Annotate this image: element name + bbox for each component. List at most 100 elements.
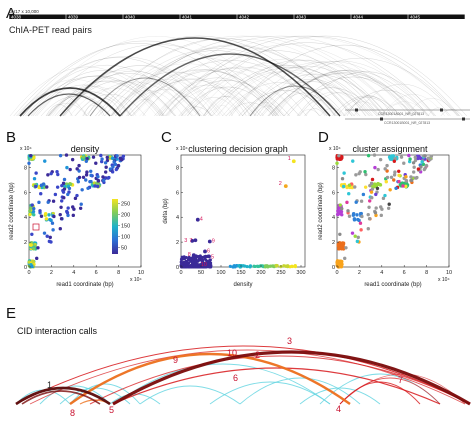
- scatter-point: [72, 207, 76, 211]
- read-pair-arc: [83, 103, 105, 117]
- read-pair-arc: [110, 90, 184, 117]
- read-pair-arc: [62, 80, 177, 117]
- scatter-point: [397, 173, 401, 178]
- scatter-point: [89, 169, 93, 173]
- scatter-point: [409, 178, 414, 183]
- scatter-point: [375, 186, 380, 191]
- x-tick-label: 2: [358, 270, 361, 276]
- scatter-point: [61, 190, 66, 194]
- read-pair-arc: [225, 62, 415, 117]
- scatter-point: [106, 176, 110, 180]
- cid-arc-labels: 1 2 3 4 5 6 7 8 9 10: [47, 336, 403, 418]
- track-tick-label: 4044: [353, 14, 364, 19]
- read-pair-arc: [167, 44, 410, 117]
- read-pair-arc: [253, 105, 282, 117]
- scatter-point: [64, 153, 69, 157]
- scatter-point: [89, 179, 93, 184]
- cluster-center-label: 7: [189, 238, 192, 244]
- scatter-point: [397, 169, 401, 173]
- scatter-point: [386, 206, 391, 210]
- cid-arc: [29, 349, 466, 405]
- colorbar-tick-label: 100: [121, 234, 130, 240]
- read-pair-arc: [261, 58, 460, 117]
- x-tick-label: 10: [446, 270, 452, 276]
- y-tick-label: 2: [176, 240, 179, 246]
- scatter-point: [343, 256, 347, 261]
- read-pair-arc: [212, 59, 388, 117]
- scatter-point: [366, 153, 371, 158]
- read-pair-arc: [225, 102, 275, 117]
- scatter-point: [49, 171, 53, 176]
- read-pair-arc: [17, 40, 274, 117]
- scatter-point: [65, 211, 70, 215]
- read-pair-arc: [304, 108, 326, 117]
- scatter-point: [339, 259, 343, 264]
- gene-label-1: CCR13001A001_NR_027813: [378, 112, 424, 116]
- scatter-point: [27, 161, 31, 166]
- cid-interaction-arcs: [15, 345, 471, 406]
- read-pair-arc: [194, 58, 380, 117]
- panel-e-letter: E: [6, 305, 16, 322]
- scatter-point: [121, 154, 126, 158]
- scatter-point: [374, 206, 378, 210]
- scatter-point: [378, 157, 383, 162]
- scatter-point: [359, 228, 363, 232]
- scatter-point: [104, 165, 108, 169]
- scatter-point: [113, 162, 118, 167]
- scatter-point: [363, 170, 367, 174]
- scatter-point: [58, 226, 62, 231]
- scatter-point: [379, 213, 383, 218]
- panel-d-ticks: 0 2 4 6 8 10 0 2 4 6 8: [332, 165, 452, 276]
- scatter-point: [79, 202, 83, 206]
- scatter-point: [77, 175, 82, 180]
- cluster-center-label: 8: [188, 252, 191, 258]
- panel-a-letter: A: [6, 5, 16, 22]
- scatter-point: [336, 243, 341, 247]
- x-tick-label: 50: [198, 270, 204, 276]
- read-pair-arc: [202, 64, 372, 117]
- x-tick-label: 4: [72, 270, 75, 276]
- scatter-point: [366, 212, 370, 217]
- scatter-point: [52, 214, 56, 219]
- panel-b-letter: B: [6, 129, 16, 146]
- colorbar-tick-label: 200: [121, 212, 130, 218]
- scatter-point: [376, 167, 380, 172]
- scatter-point: [338, 264, 342, 269]
- cluster-center-label: 6: [207, 248, 210, 254]
- scatter-point: [96, 178, 100, 183]
- scatter-point: [363, 185, 368, 189]
- read-pair-arc: [48, 81, 161, 117]
- decision-point: [282, 264, 286, 268]
- scatter-point: [356, 217, 360, 222]
- scatter-point: [108, 155, 112, 159]
- cid-arc-label: 1: [47, 380, 52, 390]
- track-tick-label: 4043: [296, 14, 307, 19]
- cluster-center: [207, 239, 212, 244]
- scatter-point: [426, 156, 430, 160]
- scatter-point: [376, 182, 381, 186]
- y-tick-label: 4: [332, 215, 335, 221]
- read-pair-arc: [287, 76, 419, 117]
- scatter-point: [93, 184, 97, 188]
- scatter-point: [28, 209, 32, 213]
- scatter-point: [354, 173, 358, 177]
- scatter-point: [42, 231, 47, 235]
- scatter-point: [373, 211, 378, 215]
- scatter-point: [357, 171, 361, 176]
- scatter-point: [408, 157, 412, 161]
- cluster-center-label: 10: [201, 262, 207, 268]
- scatter-point: [43, 212, 48, 216]
- y-tick-label: 6: [332, 190, 335, 196]
- scatter-point: [338, 232, 342, 236]
- decision-point: [197, 265, 201, 269]
- colorbar-tick-label: 250: [121, 201, 130, 207]
- cid-arc-label: 2: [255, 350, 260, 360]
- scatter-point: [387, 202, 391, 206]
- panel-c-ticks: 0 50 100 150 200 250 300 0 2 4 6 8: [176, 165, 306, 276]
- scatter-point: [374, 213, 378, 218]
- read-pair-arc: [110, 39, 381, 117]
- cluster-center-label: 9: [212, 238, 215, 244]
- scatter-point: [392, 173, 397, 177]
- read-pair-arc: [104, 71, 243, 117]
